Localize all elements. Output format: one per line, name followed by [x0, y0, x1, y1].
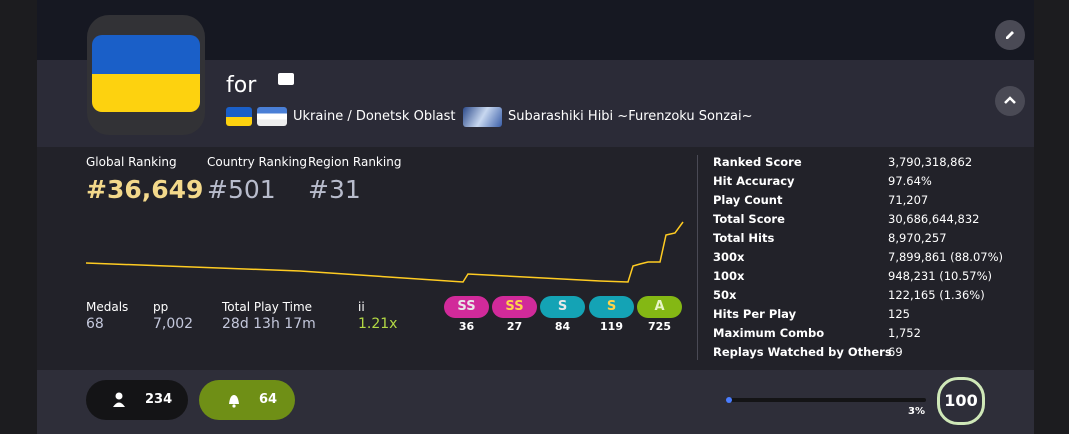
stat-value: 69 — [888, 345, 903, 359]
stat-value: 1,752 — [888, 326, 921, 340]
stat-label: Replays Watched by Others — [713, 345, 892, 359]
bell-icon — [229, 395, 239, 408]
stat-label: Total Hits — [713, 231, 775, 245]
avatar — [87, 15, 205, 135]
location[interactable]: Ukraine / Donetsk Oblast — [293, 109, 456, 124]
ranking-label: Region Ranking — [308, 155, 402, 169]
region-rank: #31 — [308, 175, 361, 204]
grade-count: 725 — [648, 320, 671, 333]
stat-label: Total Score — [713, 212, 785, 226]
grade-badge: SS — [492, 296, 537, 318]
stat-value: 7,899,861 (88.07%) — [888, 250, 1004, 264]
card-icon — [278, 73, 294, 85]
subscribe-button[interactable]: 64 — [199, 380, 295, 420]
edit-button[interactable] — [995, 20, 1025, 50]
country-rank: #501 — [207, 175, 276, 204]
summary-label: pp — [153, 300, 169, 314]
followers-button[interactable]: 234 — [86, 380, 188, 420]
global-rank: #36,649 — [86, 175, 204, 204]
region-flag[interactable] — [257, 107, 287, 126]
stat-label: Hits Per Play — [713, 307, 797, 321]
subscribers-count: 64 — [259, 392, 278, 407]
stat-value: 8,970,257 — [888, 231, 947, 245]
stat-value: 3,790,318,862 — [888, 155, 973, 169]
grade-badge: S — [589, 296, 634, 318]
stat-label: 50x — [713, 288, 737, 302]
summary-value: 7,002 — [153, 316, 194, 332]
level-progress: 3% — [908, 406, 925, 417]
stat-value: 71,207 — [888, 193, 929, 207]
grade-badge: SS — [444, 296, 489, 318]
stat-label: Ranked Score — [713, 155, 802, 169]
grade-count: 36 — [458, 320, 475, 333]
divider — [697, 155, 698, 360]
rank-graph — [85, 221, 684, 283]
avatar-flag — [92, 35, 200, 112]
stat-value: 30,686,644,832 — [888, 212, 980, 226]
level-badge: 100 — [937, 377, 985, 425]
stat-label: 100x — [713, 269, 745, 283]
summary-label: Total Play Time — [222, 300, 313, 314]
stat-label: Maximum Combo — [713, 326, 825, 340]
ranking-label: Country Ranking — [207, 155, 308, 169]
ranking-label: Global Ranking — [86, 155, 177, 169]
summary-value: 28d 13h 17m — [222, 316, 316, 332]
level-progress-fill — [726, 397, 732, 403]
stat-value: 948,231 (10.57%) — [888, 269, 993, 283]
grade-count: 84 — [554, 320, 571, 333]
summary-value: 68 — [86, 316, 104, 332]
summary-label: Medals — [86, 300, 129, 314]
stat-label: Hit Accuracy — [713, 174, 795, 188]
stat-label: Play Count — [713, 193, 783, 207]
level-progress-bar — [728, 398, 926, 402]
country-flag[interactable] — [226, 107, 252, 126]
team-flag[interactable] — [463, 107, 502, 127]
stat-value: 125 — [888, 307, 910, 321]
summary-value: 1.21x — [358, 316, 398, 332]
collapse-icon — [1004, 96, 1016, 104]
stat-value: 97.64% — [888, 174, 932, 188]
user-icon — [113, 392, 125, 407]
collapse-button[interactable] — [995, 86, 1025, 116]
stat-label: 300x — [713, 250, 745, 264]
summary-label: ii — [358, 300, 365, 314]
stats-panel — [37, 147, 1034, 370]
team-name[interactable]: Subarashiki Hibi ~Furenzoku Sonzai~ — [508, 109, 753, 124]
grade-count: 119 — [600, 320, 623, 333]
username: for — [226, 73, 257, 98]
grade-badge: A — [637, 296, 682, 318]
followers-count: 234 — [145, 392, 173, 407]
grade-count: 27 — [506, 320, 523, 333]
stat-value: 122,165 (1.36%) — [888, 288, 985, 302]
edit-icon — [1006, 31, 1014, 39]
grade-badge: S — [540, 296, 585, 318]
